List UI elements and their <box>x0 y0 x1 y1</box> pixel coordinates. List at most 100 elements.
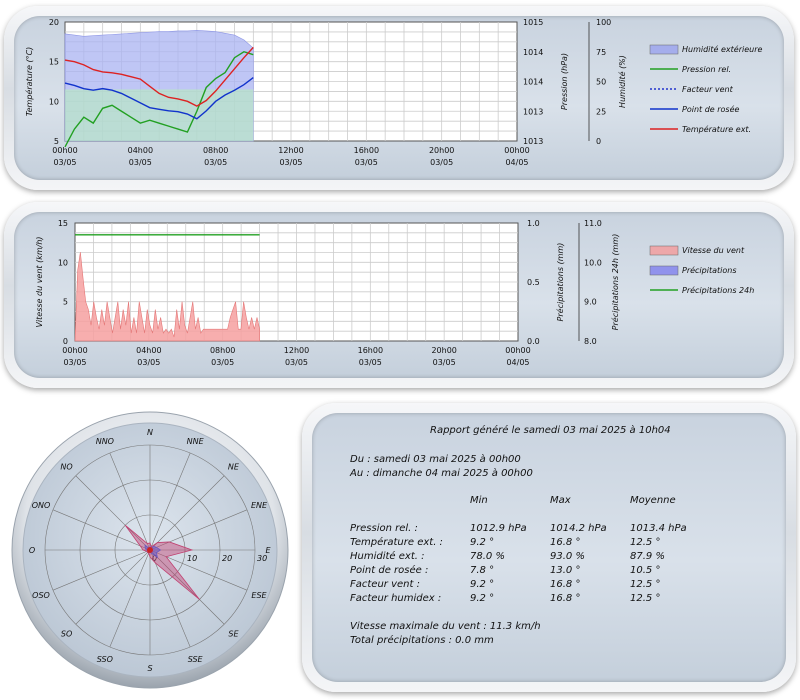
report-row-label: Facteur vent : <box>350 579 420 590</box>
wind-rose-spoke <box>52 509 151 551</box>
y-tick-label: 15 <box>58 219 68 228</box>
wind-rose-direction-label: OSO <box>32 591 50 600</box>
legend-humidity-swatch <box>649 44 679 55</box>
report-row-avg: 1013.4 hPa <box>630 523 687 534</box>
report-from: Du : samedi 03 mai 2025 à 00h00 <box>350 454 521 465</box>
wind-chart: 0 5 10 15 Vitesse du vent (km/h) 0.0 0.5 1.0 Pré… <box>35 219 754 367</box>
x-tick-date: 03/05 <box>137 358 160 367</box>
x-tick-date: 03/05 <box>53 158 76 167</box>
legend-precip-swatch <box>649 265 679 276</box>
y-axis-label: Température (°C) <box>24 47 34 117</box>
report-row-min: 1012.9 hPa <box>470 523 527 534</box>
wind-rose-direction-label: N <box>147 428 153 437</box>
x-tick-date: 03/05 <box>285 358 308 367</box>
report-row-min: 9.2 ° <box>470 579 495 590</box>
report-row-label: Pression rel. : <box>350 523 418 534</box>
y-tick-label: 10 <box>58 258 68 267</box>
x-tick-label: 08h00 <box>210 346 235 355</box>
humidity-tick-label: 50 <box>596 78 606 87</box>
wind-rose-spoke <box>75 549 151 625</box>
x-tick-date: 03/05 <box>359 358 382 367</box>
wind-rose-direction-label: E <box>265 546 271 555</box>
wind-rose-direction-label: SO <box>61 629 72 638</box>
x-tick-label: 12h00 <box>278 146 303 155</box>
legend-dew-point: Point de rosée <box>682 104 740 114</box>
pressure-tick-label: 1013 <box>523 107 543 116</box>
legend-temperature: Température ext. <box>682 124 751 134</box>
y-tick-label: 10 <box>49 97 59 106</box>
wind-rose-direction-label: NO <box>60 463 72 472</box>
wind-rose-ring-label: 0 <box>152 554 157 563</box>
report-row-avg: 10.5 ° <box>630 565 661 576</box>
pressure-tick-label: 1015 <box>523 18 543 27</box>
report-row-label: Facteur humidex : <box>350 593 442 604</box>
wind-rose-direction-label: NNO <box>96 437 114 446</box>
report-row-max: 13.0 ° <box>550 565 581 576</box>
report-panel: Rapport généré le samedi 03 mai 2025 à 1… <box>302 403 796 692</box>
y-tick-label: 5 <box>63 298 68 307</box>
legend-wind-speed-swatch <box>649 245 679 256</box>
x-tick-date: 03/05 <box>63 358 86 367</box>
x-tick-date: 03/05 <box>129 158 152 167</box>
wind-rose-spoke <box>109 452 151 551</box>
humidity-tick-label: 75 <box>596 48 606 57</box>
report-header-min: Min <box>470 495 488 506</box>
precip24-tick-label: 8.0 <box>584 337 597 346</box>
wind-rose-direction-label: S <box>147 664 152 673</box>
report-total-precip: Total précipitations : 0.0 mm <box>350 635 494 646</box>
x-tick-label: 00h00 <box>505 346 530 355</box>
wind-rose-spoke <box>149 452 191 551</box>
pressure-tick-label: 1013 <box>523 137 543 146</box>
report-to: Au : dimanche 04 mai 2025 à 00h00 <box>350 468 533 479</box>
wind-rose-ring-label: 20 <box>222 554 232 563</box>
x-tick-label: 08h00 <box>203 146 228 155</box>
report-row-avg: 12.5 ° <box>630 593 661 604</box>
report-row-max: 93.0 % <box>550 551 585 562</box>
x-tick-date: 04/05 <box>506 358 529 367</box>
wind-rose-ring-label: 30 <box>257 554 267 563</box>
precip-tick-label: 0.0 <box>527 337 540 346</box>
precip24-axis-label: Précipitations 24h (mm) <box>610 234 620 331</box>
x-tick-date: 04/05 <box>505 158 528 167</box>
legend-wind-speed: Vitesse du vent <box>682 246 745 255</box>
pressure-tick-label: 1014 <box>523 78 543 87</box>
report-row-label: Point de rosée : <box>350 565 429 576</box>
humidity-tick-label: 0 <box>596 137 601 146</box>
x-tick-label: 16h00 <box>358 346 383 355</box>
y-tick-label: 20 <box>49 18 59 27</box>
pressure-line <box>64 50 254 148</box>
wind-rose-spoke <box>149 549 191 648</box>
wind-rose-direction-label: O <box>29 546 35 555</box>
report-row-max: 16.8 ° <box>550 579 581 590</box>
dew-point-line <box>64 76 254 120</box>
x-tick-label: 04h00 <box>136 346 161 355</box>
wind-rose-ring-label: 10 <box>187 554 197 563</box>
precip-tick-label: 0.5 <box>527 278 540 287</box>
humidity-axis-label: Humidité (%) <box>617 55 627 108</box>
precip24-tick-label: 11.0 <box>584 219 602 228</box>
pressure-axis-label: Pression (hPa) <box>560 53 569 110</box>
legend-precip-24h: Précipitations 24h <box>682 285 754 295</box>
precip-tick-label: 1.0 <box>527 219 540 228</box>
y-tick-label: 0 <box>63 337 68 346</box>
report-row-avg: 12.5 ° <box>630 537 661 548</box>
legend-wind-factor: Facteur vent <box>682 85 734 94</box>
wind-rose-spoke <box>109 549 151 648</box>
wind-rose-direction-label: ENE <box>251 501 268 510</box>
wind-rose-direction-label: SE <box>228 629 239 638</box>
x-tick-date: 03/05 <box>279 158 302 167</box>
x-tick-date: 03/05 <box>211 358 234 367</box>
humidity-tick-label: 25 <box>596 107 606 116</box>
pressure-tick-label: 1014 <box>523 48 543 57</box>
report-row-max: 16.8 ° <box>550 537 581 548</box>
report-row-min: 9.2 ° <box>470 593 495 604</box>
wind-rose-center <box>147 547 153 553</box>
pressure-fill <box>65 89 254 141</box>
x-tick-date: 03/05 <box>433 358 456 367</box>
x-tick-label: 00h00 <box>62 346 87 355</box>
x-tick-label: 00h00 <box>52 146 77 155</box>
legend-pressure: Pression rel. <box>682 65 731 74</box>
wind-rose-spoke <box>149 475 225 551</box>
precip24-tick-label: 10.0 <box>584 258 602 267</box>
